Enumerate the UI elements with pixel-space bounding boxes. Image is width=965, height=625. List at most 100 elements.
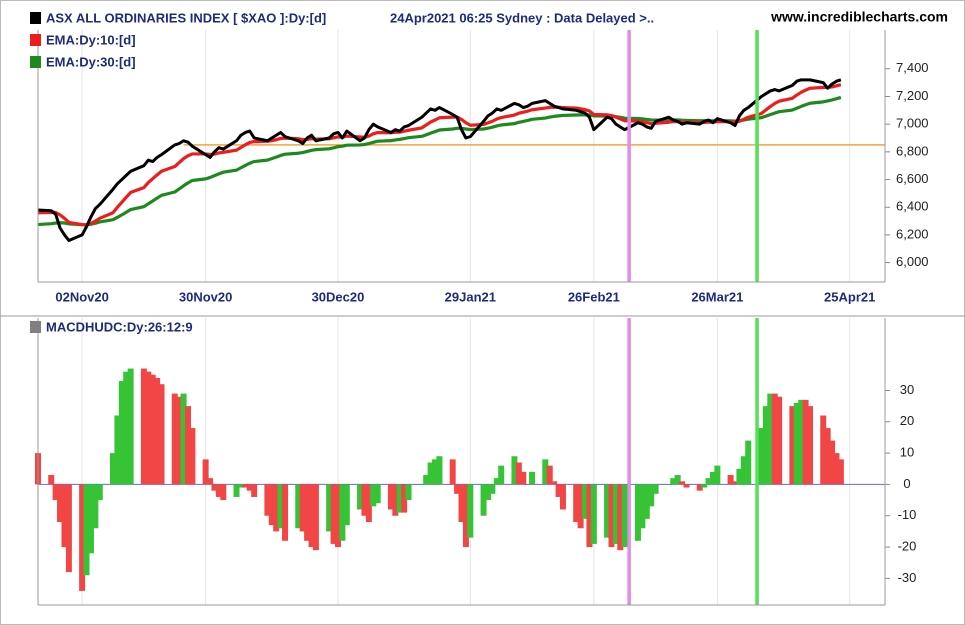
y-tick-label: -20	[898, 538, 917, 553]
y-tick-label: 30	[900, 382, 914, 397]
histogram-bar	[149, 374, 156, 485]
histogram-bar	[268, 484, 275, 526]
histogram-bar	[370, 484, 377, 507]
histogram-bar	[714, 465, 721, 485]
histogram-bar	[401, 484, 408, 513]
x-tick-label: 02Nov20	[55, 289, 108, 304]
histogram-bar	[577, 484, 584, 529]
histogram-bar	[277, 484, 284, 529]
x-tick-label: 26Feb21	[568, 289, 620, 304]
histogram-bar	[242, 484, 249, 488]
histogram-bar	[546, 465, 553, 485]
histogram-bar	[83, 484, 90, 576]
y-tick-label: 20	[900, 413, 914, 428]
histogram-bar	[762, 406, 769, 485]
legend-label: EMA:Dy:30:[d]	[46, 54, 136, 69]
histogram-bar	[590, 484, 597, 544]
histogram-bar	[189, 428, 196, 485]
histogram-bar	[515, 462, 522, 485]
histogram-bar	[79, 484, 86, 591]
histogram-bar	[793, 402, 800, 485]
histogram-bar	[145, 371, 152, 485]
histogram-bar	[427, 462, 434, 485]
y-tick-label: 7,200	[896, 88, 929, 103]
histogram-bar	[634, 484, 641, 541]
histogram-bar	[807, 406, 814, 485]
source-watermark: www.incrediblecharts.com	[770, 9, 948, 25]
histogram-bar	[127, 368, 134, 485]
histogram-bar	[696, 484, 703, 491]
chart-subtitle: 24Apr2021 06:25 Sydney : Data Delayed >.…	[390, 10, 654, 25]
series-line	[37, 78, 842, 242]
histogram-bar	[109, 453, 116, 485]
histogram-bar	[334, 484, 341, 548]
histogram-bar	[158, 384, 165, 485]
mark-layer	[35, 30, 885, 605]
histogram-bar	[180, 393, 187, 485]
histogram-bar	[709, 471, 716, 485]
histogram-bar	[454, 484, 461, 494]
histogram-bar	[745, 440, 752, 485]
histogram-bar	[829, 440, 836, 485]
histogram-bar	[701, 484, 708, 488]
histogram-bar	[96, 484, 103, 501]
histogram-bar	[652, 484, 659, 494]
histogram-bar	[621, 484, 628, 548]
histogram-bar	[511, 456, 518, 485]
x-tick-label: 26Mar21	[691, 289, 743, 304]
y-tick-label: 6,200	[896, 226, 929, 241]
histogram-bar	[727, 475, 734, 485]
histogram-bar	[123, 371, 130, 485]
histogram-bar	[489, 484, 496, 494]
histogram-bar	[405, 484, 412, 501]
histogram-bar	[211, 484, 218, 491]
histogram-bar	[467, 484, 474, 538]
legend-swatch	[30, 34, 41, 46]
histogram-bar	[432, 459, 439, 485]
histogram-bar	[418, 484, 425, 485]
histogram-bar	[771, 393, 778, 485]
histogram-bar	[679, 481, 686, 485]
histogram-bar	[820, 415, 827, 485]
histogram-bar	[436, 456, 443, 485]
histogram-bar	[308, 484, 315, 548]
histogram-bar	[617, 484, 624, 551]
y-tick-label: 0	[903, 476, 910, 491]
x-tick-label: 29Jan21	[445, 289, 496, 304]
legend-swatch	[30, 56, 41, 68]
histogram-bar	[237, 484, 244, 488]
histogram-bar	[639, 484, 646, 529]
legend-swatch	[30, 12, 41, 24]
histogram-bar	[57, 484, 64, 523]
x-tick-label: 25Apr21	[824, 289, 875, 304]
histogram-bar	[396, 484, 403, 513]
histogram-bar	[736, 468, 743, 485]
histogram-bar	[423, 475, 430, 485]
histogram-bar	[184, 406, 191, 485]
histogram-bar	[251, 484, 258, 497]
histogram-bar	[304, 484, 311, 541]
histogram-bar	[643, 484, 650, 519]
y-tick-label: 7,000	[896, 116, 929, 131]
histogram-bar	[48, 475, 55, 485]
histogram-bar	[118, 381, 125, 485]
histogram-bar	[387, 484, 394, 510]
histogram-bar	[330, 484, 337, 544]
legend-label: MACDHUDC:Dy:26:12:9	[46, 319, 193, 334]
histogram-bar	[520, 471, 527, 485]
histogram-bar	[555, 484, 562, 497]
histogram-bar	[233, 484, 240, 497]
histogram-bar	[357, 484, 364, 510]
histogram-bar	[343, 484, 350, 526]
legend-label: ASX ALL ORDINARIES INDEX [ $XAO ]:Dy:[d]	[46, 10, 326, 25]
histogram-bar	[776, 396, 783, 485]
y-tick-label: -30	[898, 570, 917, 585]
histogram-bar	[582, 484, 589, 519]
histogram-bar	[802, 399, 809, 485]
histogram-bar	[498, 465, 505, 485]
histogram-bar	[665, 484, 672, 485]
histogram-bar	[207, 478, 214, 485]
histogram-bar	[61, 484, 68, 548]
histogram-bar	[529, 471, 536, 485]
